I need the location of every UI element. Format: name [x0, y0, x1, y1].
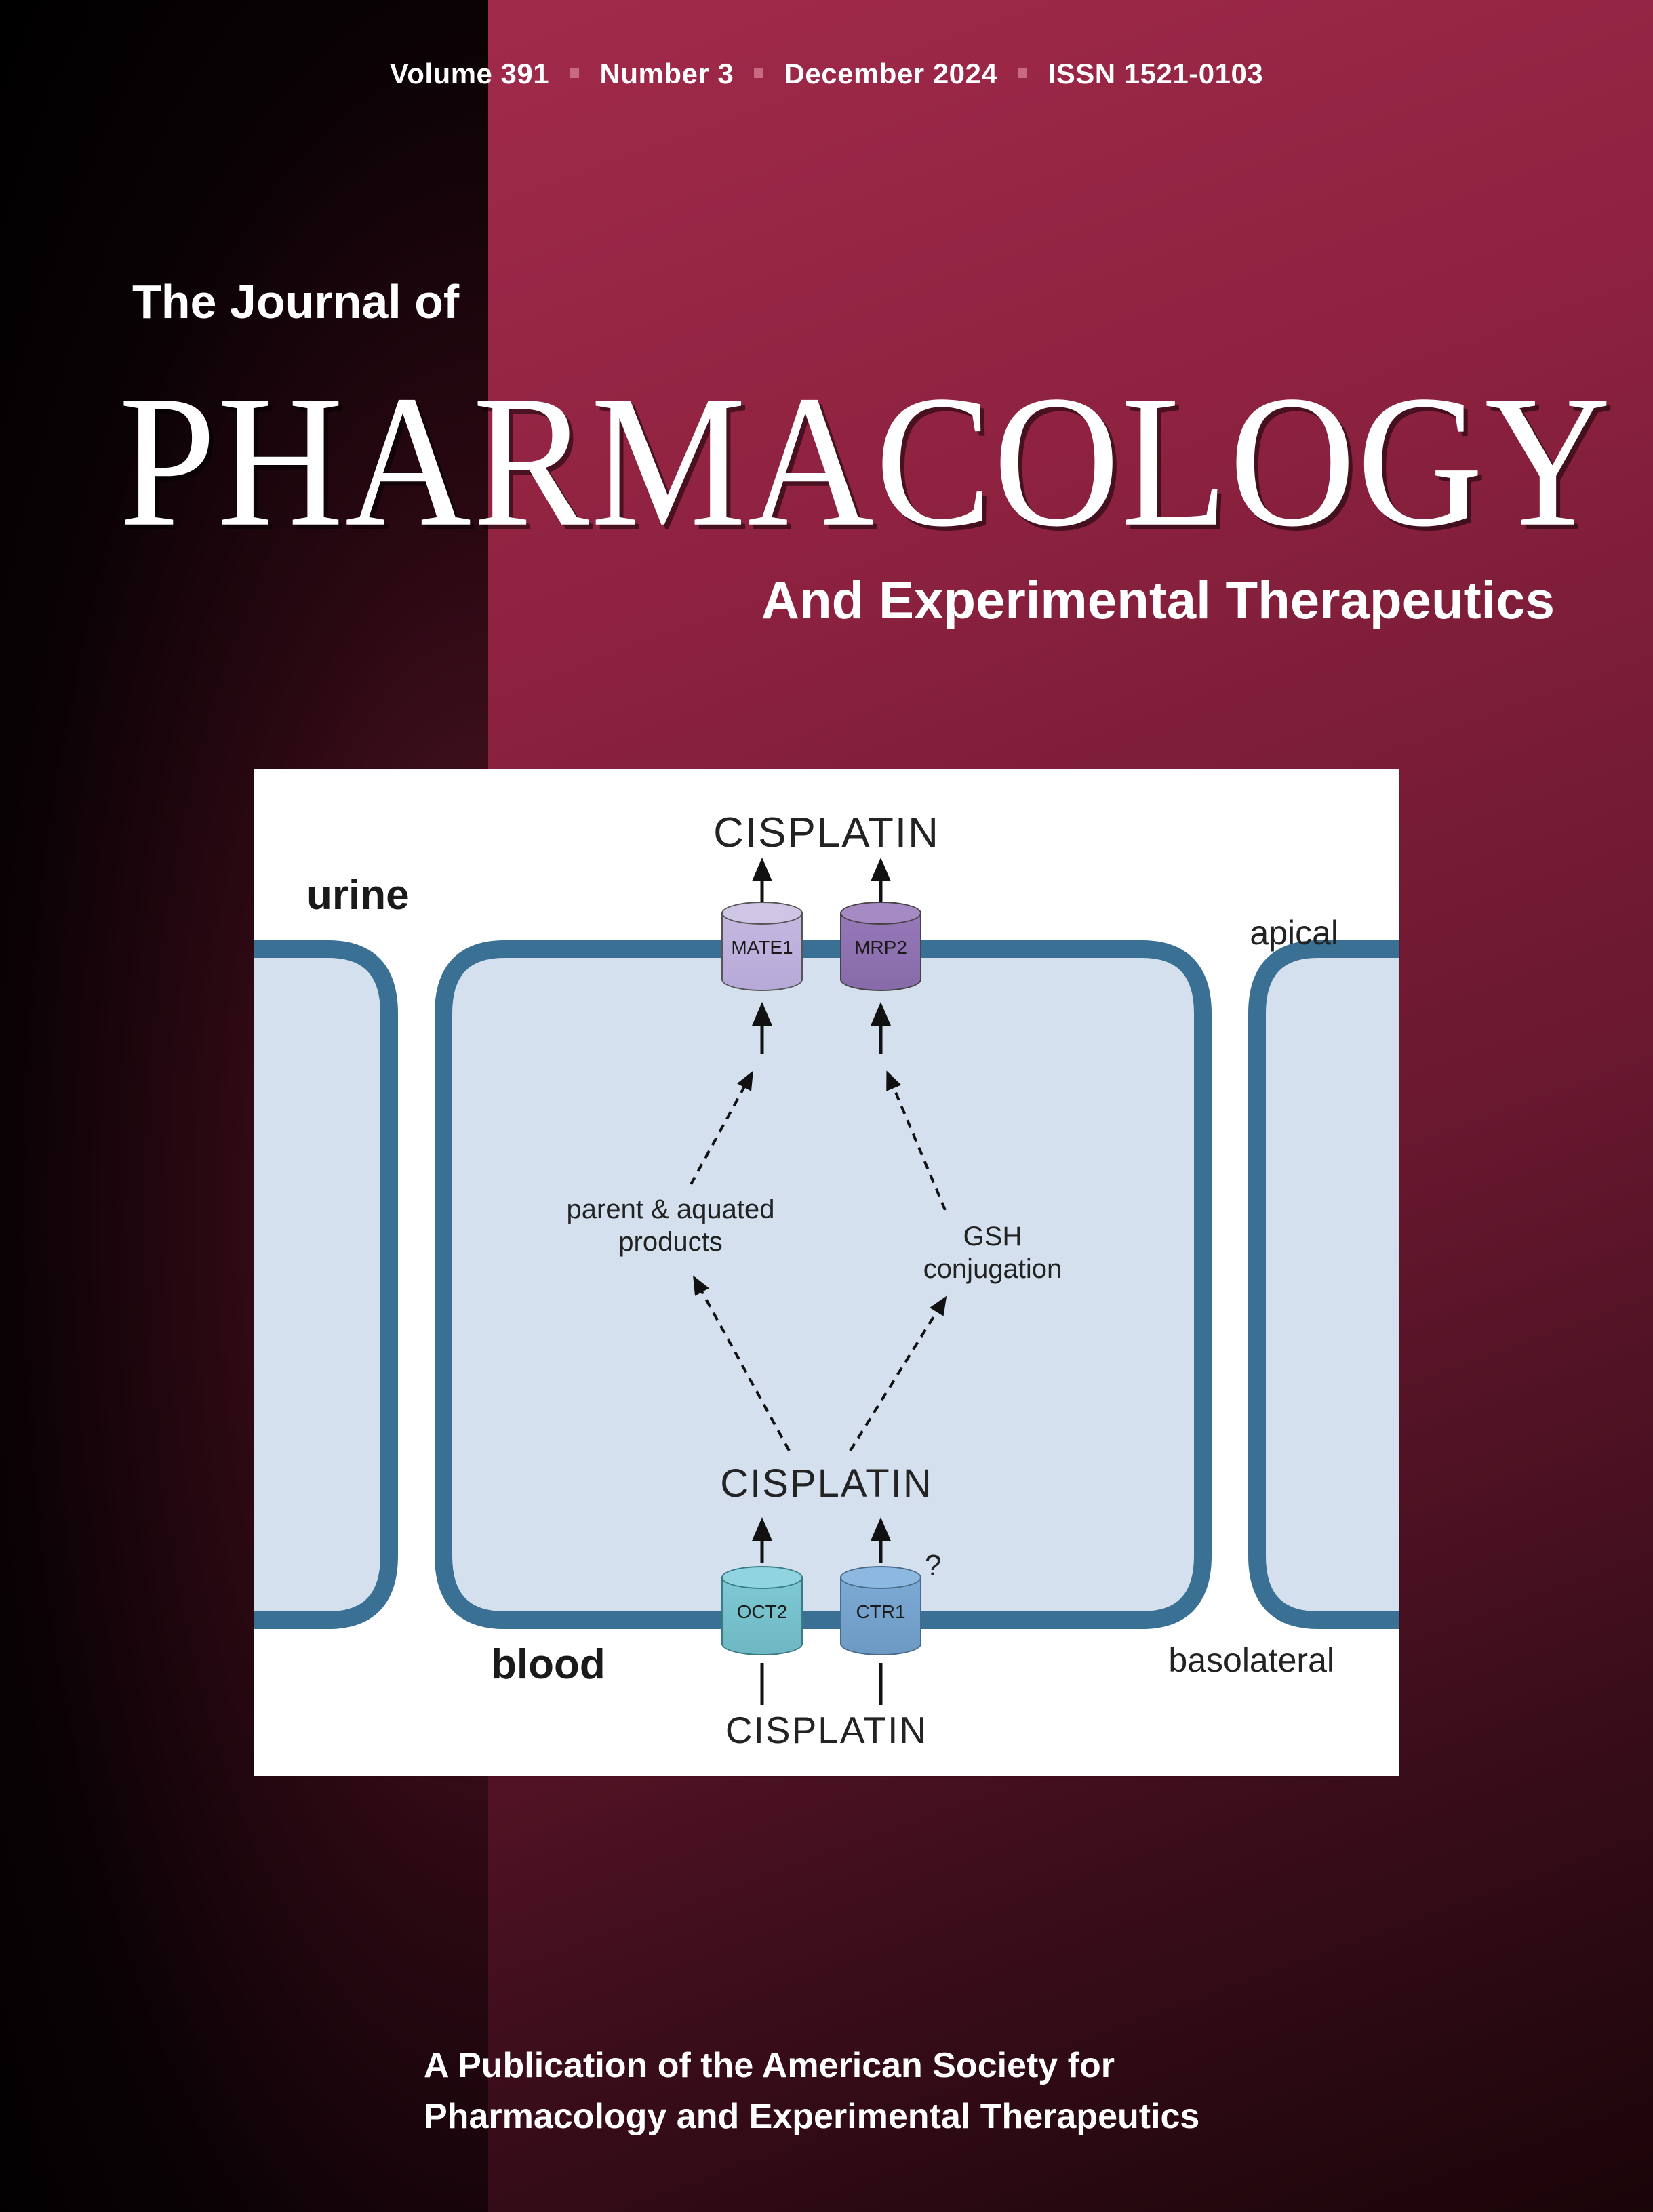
transporter-mate1: MATE1 [721, 902, 803, 991]
date-text: December 2024 [784, 58, 998, 89]
diagram-apical-label: apical [1250, 913, 1338, 952]
separator-icon [754, 68, 763, 78]
diagram-urine-label: urine [306, 871, 410, 919]
transporter-mate1-label: MATE1 [721, 937, 803, 959]
diagram-cisplatin-bottom: CISPLATIN [254, 1708, 1399, 1752]
transporter-ctr1-label: CTR1 [840, 1601, 921, 1623]
transporter-mrp2: MRP2 [840, 902, 921, 991]
diagram-cisplatin-top: CISPLATIN [254, 809, 1399, 857]
journal-title-prefix: The Journal of [132, 275, 459, 329]
transporter-oct2-label: OCT2 [721, 1601, 803, 1623]
diagram-basolateral-label: basolateral [1168, 1641, 1334, 1680]
transporter-mrp2-label: MRP2 [840, 937, 921, 959]
diagram-parent-products-label: parent & aquated products [535, 1193, 806, 1258]
diagram-gsh-label: GSH conjugation [904, 1220, 1081, 1285]
diagram-question-mark: ? [925, 1549, 941, 1583]
separator-icon [570, 68, 579, 78]
transporter-oct2: OCT2 [721, 1566, 803, 1655]
journal-title-main: PHARMACOLOGY [119, 353, 1612, 570]
publisher-line-1: A Publication of the American Society fo… [424, 2040, 1373, 2091]
volume-text: Volume 391 [390, 58, 549, 89]
transporter-ctr1: CTR1 [840, 1566, 921, 1655]
diagram-blood-label: blood [491, 1641, 605, 1689]
issue-metadata-line: Volume 391 Number 3 December 2024 ISSN 1… [0, 58, 1653, 90]
publisher-line-2: Pharmacology and Experimental Therapeuti… [424, 2091, 1373, 2142]
number-text: Number 3 [599, 58, 734, 89]
journal-title-subtitle: And Experimental Therapeutics [761, 569, 1555, 631]
issn-text: ISSN 1521-0103 [1048, 58, 1264, 89]
cover-diagram: CISPLATIN urine apical CISPLATIN parent … [254, 769, 1399, 1776]
diagram-cisplatin-mid: CISPLATIN [254, 1461, 1399, 1506]
publisher-line: A Publication of the American Society fo… [424, 2040, 1373, 2143]
separator-icon [1018, 68, 1027, 78]
membrane-svg [254, 769, 1399, 1776]
